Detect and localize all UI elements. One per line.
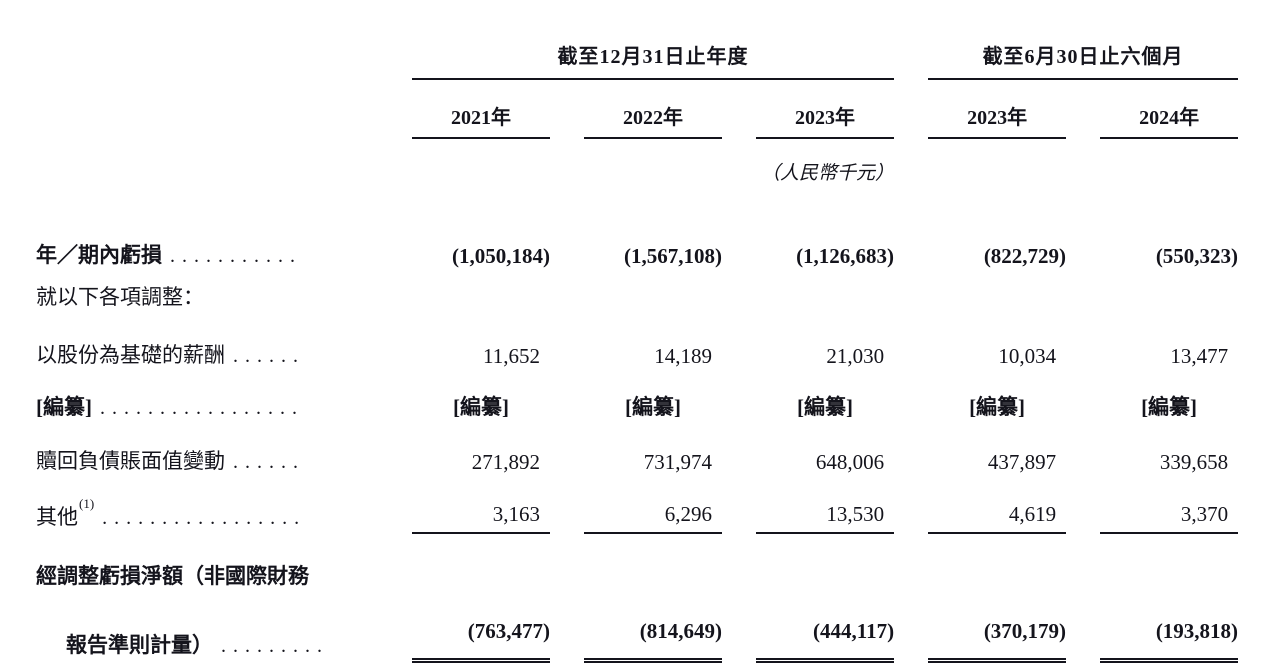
value-cell: (370,179)	[928, 592, 1067, 663]
value-cell: (193,818)	[1100, 592, 1239, 663]
row-label-cell: 年／期內虧損...........	[36, 225, 412, 271]
period-group-fy: 截至12月31日止年度	[412, 40, 895, 80]
row-label: 其他	[36, 505, 78, 529]
row-label: 報告準則計量）	[66, 632, 213, 657]
row-redacted: [編纂]................. [編纂] [編纂] [編纂] [編纂…	[36, 371, 1238, 423]
value-cell: 14,189	[654, 344, 712, 368]
row-adjustments-heading: 就以下各項調整：	[36, 271, 1238, 313]
row-adjusted-net-loss-caption: 經調整虧損淨額（非國際財務	[36, 533, 1238, 592]
row-label-cell: 經調整虧損淨額（非國際財務	[36, 533, 412, 592]
row-share-based-payments: 以股份為基礎的薪酬...... 11,652 14,189 21,030 10,…	[36, 313, 1238, 371]
dot-leader: .................	[102, 507, 307, 529]
value-cell: [編纂]	[453, 395, 509, 419]
row-label: 經調整虧損淨額（非國際財務	[36, 564, 309, 588]
financial-summary-table: 截至12月31日止年度 截至6月30日止六個月 2021年 2022年 2023…	[36, 40, 1239, 663]
row-label: 贖回負債賬面值變動	[36, 449, 225, 473]
year-header-2023: 2023年	[756, 80, 895, 139]
dot-leader: .........	[221, 634, 329, 657]
year-header-row: 2021年 2022年 2023年 2023年 2024年	[36, 80, 1239, 139]
value-cell: (444,117)	[756, 592, 895, 663]
row-label-cell: [編纂].................	[36, 371, 412, 423]
value-cell: 437,897	[987, 450, 1057, 474]
year-header-2022: 2022年	[584, 80, 722, 139]
value-cell: 6,296	[584, 477, 722, 534]
value-cell: [編纂]	[1141, 395, 1198, 419]
footnote-ref: (1)	[79, 496, 95, 511]
period-group-fy-label: 截至12月31日止年度	[412, 40, 895, 80]
value-cell: 4,619	[928, 477, 1067, 534]
value-cell: 10,034	[998, 344, 1057, 368]
value-cell: (814,649)	[584, 592, 722, 663]
value-cell: 21,030	[826, 344, 885, 368]
value-cell: 3,163	[412, 477, 550, 534]
dot-leader: .................	[100, 397, 304, 419]
row-label: 年／期內虧損	[36, 243, 162, 267]
value-cell: [編纂]	[797, 395, 854, 419]
dot-leader: ......	[233, 345, 305, 367]
row-label-cell: 報告準則計量）.........	[36, 592, 412, 661]
row-label-cell: 以股份為基礎的薪酬......	[36, 313, 412, 371]
spacer	[36, 185, 1238, 225]
row-label: 就以下各項調整：	[36, 285, 204, 309]
value-cell: (763,477)	[412, 592, 550, 663]
dot-leader: ...........	[170, 245, 302, 267]
period-group-interim: 截至6月30日止六個月	[928, 40, 1239, 80]
value-cell: 339,658	[1159, 450, 1229, 474]
period-group-row: 截至12月31日止年度 截至6月30日止六個月	[36, 40, 1239, 80]
value-cell: 13,477	[1170, 344, 1229, 368]
row-label-cell: 贖回負債賬面值變動......	[36, 423, 412, 477]
value-cell: (550,323)	[1155, 244, 1239, 268]
year-header-2024-interim: 2024年	[1100, 80, 1239, 139]
period-group-interim-label: 截至6月30日止六個月	[928, 40, 1239, 80]
row-redemption-liability-change: 贖回負債賬面值變動...... 271,892 731,974 648,006 …	[36, 423, 1238, 477]
row-label: 以股份為基礎的薪酬	[36, 343, 225, 367]
value-cell: 11,652	[483, 344, 540, 368]
value-cell: 731,974	[643, 450, 712, 474]
value-cell: 13,530	[756, 477, 895, 534]
value-cell: (1,567,108)	[624, 244, 722, 268]
dot-leader: ......	[233, 451, 305, 473]
value-cell: [編纂]	[969, 395, 1026, 419]
row-others: 其他(1)................. 3,163 6,296 13,53…	[36, 477, 1239, 534]
value-cell: [編纂]	[625, 395, 681, 419]
row-label: [編纂]	[36, 395, 92, 419]
row-label-cell: 就以下各項調整：	[36, 271, 412, 313]
value-cell: 3,370	[1100, 477, 1239, 534]
value-cell: (822,729)	[983, 244, 1067, 268]
year-header-2021: 2021年	[412, 80, 550, 139]
year-header-2023-interim: 2023年	[928, 80, 1067, 139]
row-label-cell: 其他(1).................	[36, 477, 412, 533]
row-adjusted-net-loss-values: 報告準則計量）......... (763,477) (814,649) (44…	[36, 592, 1239, 663]
value-cell: (1,126,683)	[796, 244, 895, 268]
value-cell: 271,892	[471, 450, 540, 474]
row-net-loss: 年／期內虧損........... (1,050,184) (1,567,108…	[36, 225, 1238, 271]
currency-unit-note: （人民幣千元）	[761, 163, 895, 184]
value-cell: (1,050,184)	[452, 244, 550, 268]
value-cell: 648,006	[815, 450, 885, 474]
unit-note-row: （人民幣千元）	[36, 138, 1238, 185]
